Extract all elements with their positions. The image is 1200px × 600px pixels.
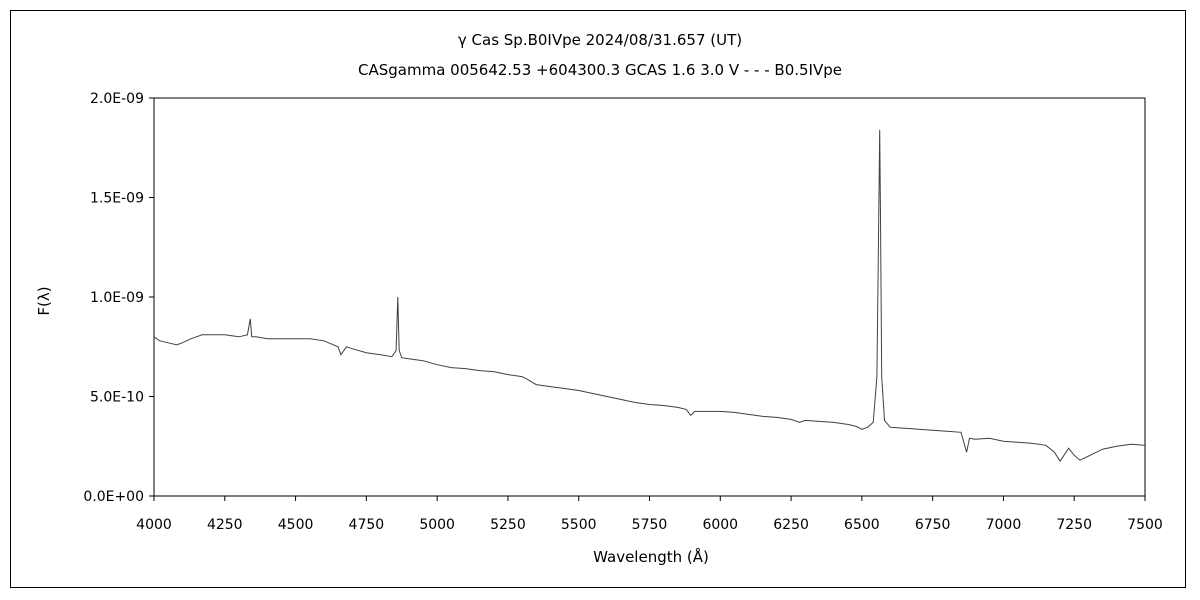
y-axis-label: F(λ) <box>35 286 53 315</box>
x-tick-label: 4500 <box>278 517 314 533</box>
x-tick-label: 5000 <box>419 517 455 533</box>
x-tick-label: 5250 <box>490 517 526 533</box>
x-tick-label: 7000 <box>986 517 1022 533</box>
y-axis: 0.0E+00 5.0E-10 1.0E-09 1.5E-09 2.0E-09 <box>83 91 154 505</box>
y-tick-label: 5.0E-10 <box>90 390 144 406</box>
x-tick-label: 5500 <box>561 517 597 533</box>
x-tick-label: 6250 <box>773 517 809 533</box>
plot-area <box>153 97 1146 497</box>
chart-title: γ Cas Sp.B0IVpe 2024/08/31.657 (UT) <box>458 31 742 49</box>
spectrum-chart: γ Cas Sp.B0IVpe 2024/08/31.657 (UT) CASg… <box>35 31 1163 566</box>
x-tick-label: 4000 <box>136 517 172 533</box>
y-tick-label: 1.0E-09 <box>90 290 144 306</box>
x-tick-label: 6750 <box>915 517 951 533</box>
x-axis: 4000 4250 4500 4750 5000 5250 5500 5750 6000 6250… <box>136 496 1163 533</box>
y-tick-label: 2.0E-09 <box>90 91 144 107</box>
x-tick-label: 5750 <box>632 517 668 533</box>
x-tick-label: 6000 <box>702 517 738 533</box>
spectrum-line <box>153 129 1146 463</box>
x-tick-label: 4250 <box>207 517 243 533</box>
x-tick-label: 4750 <box>349 517 385 533</box>
chart-subtitle: CASgamma 005642.53 +604300.3 GCAS 1.6 3.… <box>358 61 842 79</box>
x-tick-label: 7250 <box>1056 517 1092 533</box>
x-axis-label: Wavelength (Å) <box>593 547 709 566</box>
x-tick-label: 7500 <box>1127 517 1163 533</box>
x-tick-label: 6500 <box>844 517 880 533</box>
chart-frame: γ Cas Sp.B0IVpe 2024/08/31.657 (UT) CASg… <box>10 10 1186 588</box>
y-tick-label: 1.5E-09 <box>90 191 144 207</box>
y-tick-label: 0.0E+00 <box>83 489 144 505</box>
